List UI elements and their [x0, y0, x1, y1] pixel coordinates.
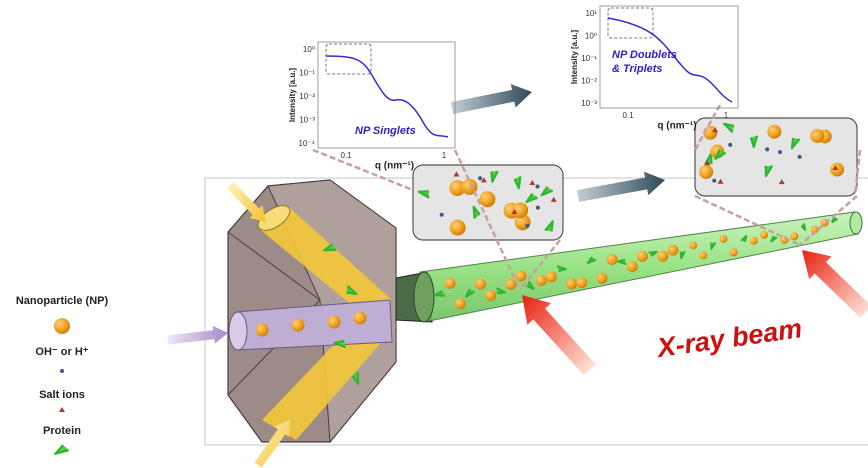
diagram: Nanoparticle (NP) OH⁻ or H⁺ Salt ions Pr…	[0, 0, 868, 468]
x-axis-label: q (nm⁻¹)	[657, 121, 696, 132]
plot-caption: NP Singlets	[355, 125, 416, 137]
protein	[55, 445, 69, 454]
nanoparticle	[536, 275, 547, 286]
nanoparticle	[667, 245, 678, 256]
nanoparticle	[256, 324, 269, 337]
ion	[765, 147, 769, 151]
y-tick-label: 10⁻⁴	[298, 139, 315, 148]
nanoparticle	[657, 251, 668, 262]
plot-caption: NP Doublets	[612, 49, 677, 61]
nanoparticle	[450, 220, 466, 236]
nanoparticle	[328, 316, 341, 329]
plot-caption: & Triplets	[612, 63, 663, 75]
nanoparticle	[699, 251, 707, 259]
nanoparticle	[354, 312, 367, 325]
legend-label: OH⁻ or H⁺	[35, 346, 88, 358]
nanoparticle	[637, 251, 648, 262]
ion	[440, 213, 444, 217]
legend: Nanoparticle (NP) OH⁻ or H⁺ Salt ions Pr…	[16, 295, 109, 437]
ion	[60, 369, 64, 373]
nanoparticle	[730, 248, 738, 256]
y-tick-label: 10⁰	[303, 45, 315, 54]
x-tick-label: 1	[724, 111, 729, 120]
y-tick-label: 10⁻¹	[581, 54, 597, 63]
nanoparticle	[546, 271, 557, 282]
y-tick-label: 10⁻¹	[299, 69, 315, 78]
legend-label: Nanoparticle (NP)	[16, 295, 109, 307]
ion	[728, 143, 732, 147]
ion	[536, 185, 540, 189]
arrow	[167, 326, 228, 345]
channel-end	[229, 312, 247, 350]
nanoparticle	[790, 232, 798, 240]
nanoparticle	[455, 298, 466, 309]
ion	[536, 206, 540, 210]
decoration	[54, 84, 868, 468]
nanoparticle	[699, 165, 713, 179]
y-tick-label: 10⁻²	[299, 92, 315, 101]
nanoparticle	[516, 270, 527, 281]
nanoparticle	[566, 278, 577, 289]
ion	[798, 155, 802, 159]
arrow	[577, 172, 665, 202]
legend-label: Salt ions	[39, 389, 85, 401]
ion	[525, 224, 529, 228]
nanoparticle	[445, 278, 456, 289]
nanoparticle	[627, 261, 638, 272]
tube-end	[414, 272, 434, 322]
nanoparticle	[505, 279, 516, 290]
nanoparticle	[810, 129, 824, 143]
x-tick-label: 0.1	[340, 151, 352, 160]
ion	[478, 176, 482, 180]
ion	[778, 150, 782, 154]
x-tick-label: 0.1	[622, 111, 634, 120]
nanoparticle	[475, 279, 486, 290]
arrow	[802, 250, 868, 318]
nanoparticle	[767, 125, 781, 139]
nanoparticle	[292, 319, 305, 332]
tube-end	[850, 212, 862, 234]
ion	[712, 179, 716, 183]
highlight-box	[326, 44, 371, 74]
x-axis-label: q (nm⁻¹)	[375, 161, 414, 172]
nanoparticle	[607, 254, 618, 265]
y-tick-label: 10⁻²	[581, 77, 597, 86]
arrow	[451, 84, 532, 114]
nanoparticle	[485, 290, 496, 301]
nanoparticle	[479, 191, 495, 207]
nanoparticle	[750, 237, 758, 245]
nanoparticle	[689, 241, 697, 249]
arrow	[522, 295, 596, 375]
nanoparticle	[597, 273, 608, 284]
salt-ion	[59, 407, 65, 412]
y-tick-label: 10¹	[585, 9, 597, 18]
y-axis-label: Intensity [a.u.]	[570, 30, 579, 85]
nanoparticle	[760, 231, 768, 239]
y-tick-label: 10⁻³	[581, 99, 597, 108]
y-axis-label: Intensity [a.u.]	[288, 68, 297, 123]
x-tick-label: 1	[442, 151, 447, 160]
nanoparticle	[720, 235, 728, 243]
legend-label: Protein	[43, 425, 81, 437]
nanoparticle	[54, 318, 70, 334]
beam-label: X-ray beam	[654, 313, 804, 363]
nanoparticle	[576, 277, 587, 288]
y-tick-label: 10⁻³	[299, 116, 315, 125]
y-tick-label: 10⁰	[585, 32, 597, 41]
